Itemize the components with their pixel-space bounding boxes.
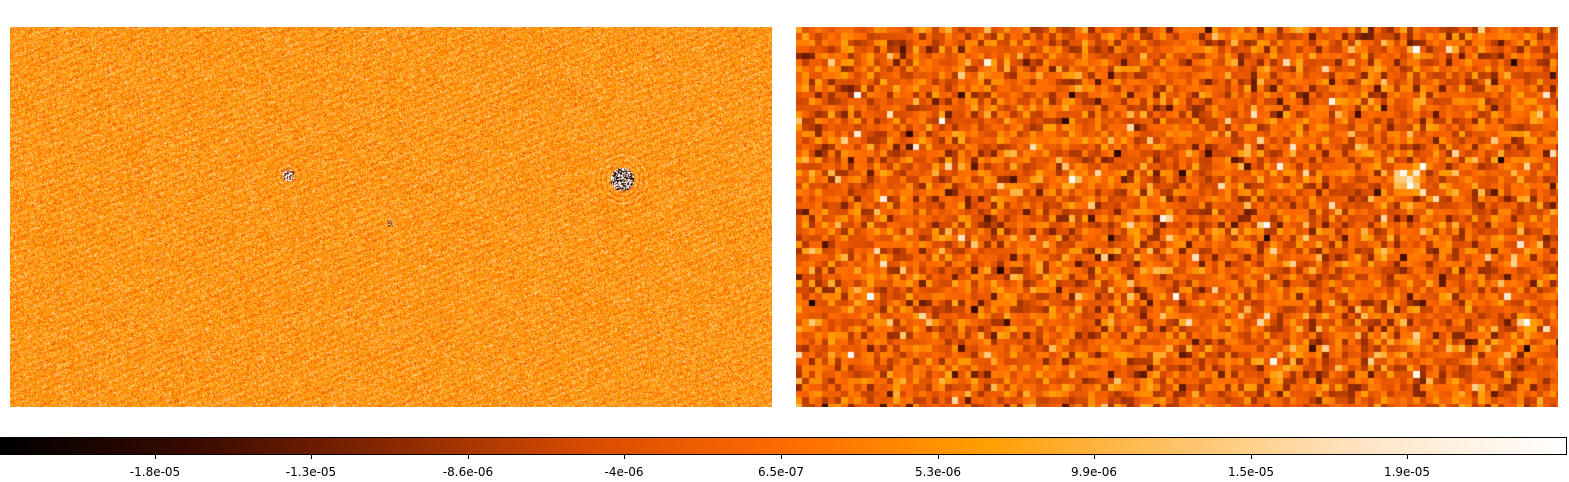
colorbar-tick-label: 6.5e-07 [757, 465, 805, 479]
colorbar [0, 437, 1567, 455]
colorbar-tick [781, 455, 782, 459]
left-image-canvas [10, 27, 772, 407]
left-image-panel [10, 27, 772, 407]
colorbar-tick [311, 455, 312, 459]
right-image-panel [796, 27, 1558, 407]
colorbar-tick-label: 5.3e-06 [914, 465, 962, 479]
colorbar-tick [1251, 455, 1252, 459]
colorbar-tick-label: 1.5e-05 [1227, 465, 1275, 479]
colorbar-tick [468, 455, 469, 459]
colorbar-tick-label: 1.9e-05 [1383, 465, 1431, 479]
colorbar-tick [155, 455, 156, 459]
colorbar-tick [1094, 455, 1095, 459]
colorbar-tick-label: -1.3e-05 [285, 465, 337, 479]
colorbar-tick [938, 455, 939, 459]
right-image-canvas [796, 27, 1558, 407]
colorbar-tick [624, 455, 625, 459]
colorbar-tick-label: -8.6e-06 [442, 465, 494, 479]
colorbar-tick [1407, 455, 1408, 459]
colorbar-tick-label: -1.8e-05 [129, 465, 181, 479]
colorbar-tick-label: -4e-06 [604, 465, 644, 479]
colorbar-tick-label: 9.9e-06 [1070, 465, 1118, 479]
